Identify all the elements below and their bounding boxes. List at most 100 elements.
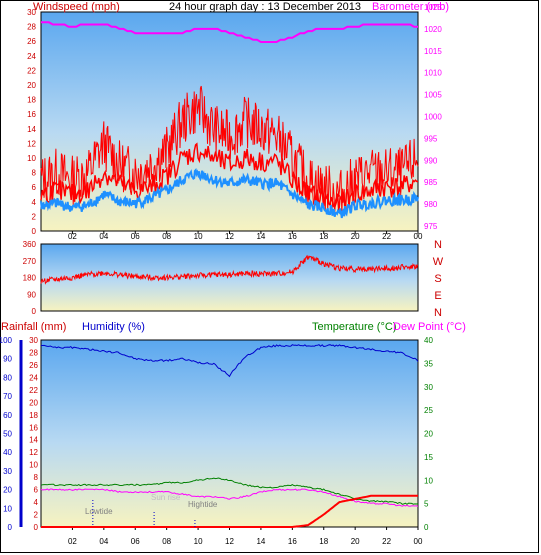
rainfall-tick-label: 26 bbox=[29, 361, 38, 370]
x-tick-label-top: 16 bbox=[288, 232, 297, 241]
x-tick-label-bottom: 12 bbox=[225, 537, 234, 546]
series-humidity bbox=[41, 344, 419, 378]
compass-label: N bbox=[434, 307, 442, 319]
humidity-tick-label: 20 bbox=[3, 486, 12, 495]
x-tick-label-bottom: 04 bbox=[99, 537, 108, 546]
temperature-tick-label: 0 bbox=[424, 523, 429, 532]
windspeed-tick-label: 10 bbox=[27, 154, 36, 163]
x-tick-label-top: 22 bbox=[382, 232, 391, 241]
barometer-tick-label: 1025 bbox=[424, 3, 442, 12]
temperature-axis-label: Temperature (°C) bbox=[312, 321, 396, 333]
windspeed-tick-label: 22 bbox=[27, 66, 36, 75]
humidity-axis-label: Humidity (%) bbox=[82, 321, 145, 333]
humidity-tick-label: 60 bbox=[3, 411, 12, 420]
barometer-tick-label: 995 bbox=[424, 134, 438, 143]
x-tick-label-bottom: 16 bbox=[288, 537, 297, 546]
series-dew-point bbox=[40, 488, 419, 507]
lower-plot-area bbox=[40, 339, 419, 528]
direction-tick-label: 360 bbox=[23, 240, 37, 249]
temperature-tick-label: 10 bbox=[424, 476, 433, 485]
rainfall-tick-label: 16 bbox=[29, 423, 38, 432]
barometer-tick-label: 985 bbox=[424, 178, 438, 187]
x-tick-label-bottom: 18 bbox=[319, 537, 328, 546]
barometer-tick-label: 1010 bbox=[424, 69, 442, 78]
temperature-tick-label: 15 bbox=[424, 453, 433, 462]
rainfall-tick-label: 12 bbox=[29, 448, 38, 457]
x-tick-label-top: 10 bbox=[194, 232, 203, 241]
rainfall-tick-label: 2 bbox=[34, 511, 39, 520]
rainfall-tick-label: 22 bbox=[29, 386, 38, 395]
rainfall-axis-label: Rainfall (mm) bbox=[1, 321, 66, 333]
x-tick-label-bottom: 02 bbox=[68, 537, 77, 546]
rainfall-tick-label: 14 bbox=[29, 436, 38, 445]
temperature-tick-label: 30 bbox=[424, 383, 433, 392]
direction-tick-label: 180 bbox=[23, 274, 37, 283]
x-tick-label-bottom: 20 bbox=[351, 537, 360, 546]
humidity-tick-label: 30 bbox=[3, 467, 12, 476]
humidity-tick-label: 50 bbox=[3, 430, 12, 439]
x-tick-label-top: 04 bbox=[99, 232, 108, 241]
windspeed-tick-label: 20 bbox=[27, 81, 36, 90]
rainfall-tick-label: 6 bbox=[34, 486, 39, 495]
rainfall-tick-label: 10 bbox=[29, 461, 38, 470]
windspeed-tick-label: 30 bbox=[27, 8, 36, 17]
barometer-tick-label: 1000 bbox=[424, 113, 442, 122]
windspeed-tick-label: 8 bbox=[32, 169, 37, 178]
rainfall-tick-label: 8 bbox=[34, 473, 39, 482]
x-tick-label-top: 06 bbox=[131, 232, 140, 241]
temperature-tick-label: 25 bbox=[424, 406, 433, 415]
x-tick-label-bottom: 14 bbox=[256, 537, 265, 546]
barometer-tick-label: 1020 bbox=[424, 25, 442, 34]
x-tick-label-bottom: 22 bbox=[382, 537, 391, 546]
windspeed-tick-label: 12 bbox=[27, 139, 36, 148]
series-wind-direction bbox=[40, 254, 418, 285]
windspeed-tick-label: 28 bbox=[27, 23, 36, 32]
humidity-tick-label: 10 bbox=[3, 504, 12, 513]
compass-label: S bbox=[434, 273, 441, 285]
compass-label: E bbox=[434, 290, 441, 302]
rainfall-tick-label: 24 bbox=[29, 373, 38, 382]
windspeed-tick-label: 2 bbox=[32, 212, 37, 221]
rainfall-tick-label: 4 bbox=[34, 498, 39, 507]
chart-title: 24 hour graph day : 13 December 2013 bbox=[169, 1, 361, 13]
windspeed-tick-label: 26 bbox=[27, 37, 36, 46]
x-tick-label-bottom: 06 bbox=[131, 537, 140, 546]
windspeed-tick-label: 24 bbox=[27, 52, 36, 61]
lowtide-label: Lowtide bbox=[85, 507, 113, 516]
temperature-tick-label: 40 bbox=[424, 336, 433, 345]
windspeed-tick-label: 18 bbox=[27, 96, 36, 105]
humidity-tick-label: 80 bbox=[3, 373, 12, 382]
direction-tick-label: 270 bbox=[23, 257, 37, 266]
barometer-tick-label: 980 bbox=[424, 200, 438, 209]
direction-tick-label: 90 bbox=[27, 290, 36, 299]
windspeed-tick-label: 4 bbox=[32, 198, 37, 207]
x-tick-label-bottom: 00 bbox=[414, 537, 423, 546]
rainfall-tick-label: 20 bbox=[29, 398, 38, 407]
barometer-tick-label: 1005 bbox=[424, 91, 442, 100]
temperature-tick-label: 35 bbox=[424, 359, 433, 368]
x-tick-label-top: 00 bbox=[414, 232, 423, 241]
windspeed-tick-label: 16 bbox=[27, 110, 36, 119]
windspeed-tick-label: 14 bbox=[27, 125, 36, 134]
windspeed-tick-label: 6 bbox=[32, 183, 37, 192]
dewpoint-axis-label: Dew Point (°C) bbox=[393, 321, 466, 333]
rainfall-tick-label: 28 bbox=[29, 348, 38, 357]
temperature-tick-label: 5 bbox=[424, 500, 429, 509]
humidity-tick-label: 100 bbox=[0, 336, 13, 345]
barometer-axis-label: Barometer (mb) bbox=[372, 1, 449, 13]
compass-label: W bbox=[433, 256, 444, 268]
x-tick-label-top: 08 bbox=[162, 232, 171, 241]
x-tick-label-top: 18 bbox=[319, 232, 328, 241]
windspeed-axis-label: Windspeed (mph) bbox=[33, 1, 120, 13]
rainfall-tick-label: 0 bbox=[34, 523, 39, 532]
x-tick-label-top: 14 bbox=[256, 232, 265, 241]
rainfall-tick-label: 18 bbox=[29, 411, 38, 420]
barometer-tick-label: 975 bbox=[424, 222, 438, 231]
series-windspeed bbox=[40, 142, 419, 213]
windspeed-tick-label: 0 bbox=[32, 227, 37, 236]
humidity-tick-label: 40 bbox=[3, 448, 12, 457]
x-tick-label-bottom: 08 bbox=[162, 537, 171, 546]
barometer-tick-label: 1015 bbox=[424, 47, 442, 56]
